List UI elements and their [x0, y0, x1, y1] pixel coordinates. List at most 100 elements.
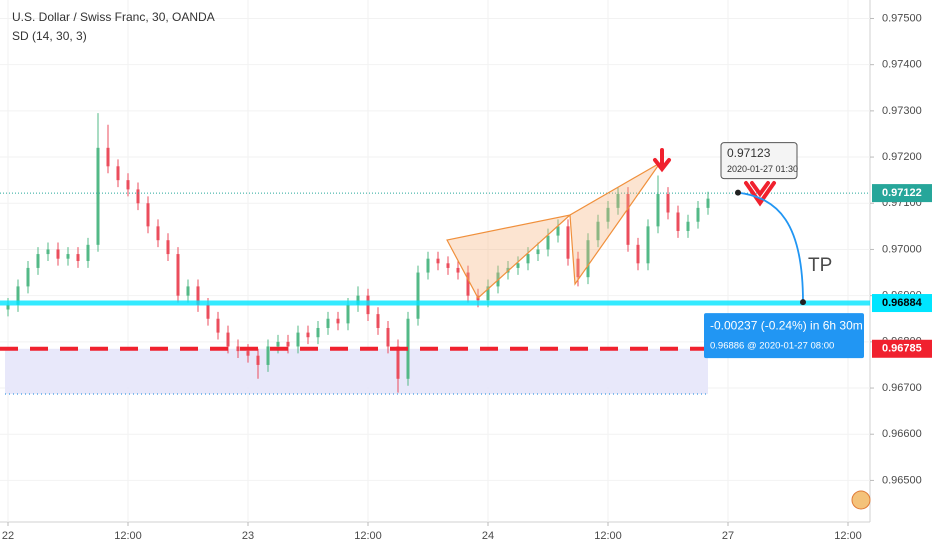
candle-body — [16, 286, 20, 305]
candle-body — [336, 318, 340, 324]
candle-body — [136, 189, 140, 204]
plot — [0, 0, 870, 522]
candle-body — [116, 166, 120, 181]
x-tick-label: 12:00 — [114, 530, 142, 542]
x-tick-label: 24 — [482, 530, 494, 542]
candle-body — [376, 314, 380, 328]
candle-body — [76, 254, 80, 261]
candle-body — [386, 327, 390, 347]
candle-body — [46, 249, 50, 255]
candle-body — [246, 351, 250, 356]
candle-body — [86, 244, 90, 261]
candle-body — [356, 295, 360, 305]
candle-body — [326, 318, 330, 328]
y-tick-label: 0.96600 — [882, 428, 922, 440]
x-tick-label: 12:00 — [834, 530, 862, 542]
candle-body — [156, 226, 160, 241]
y-tick-label: 0.96500 — [882, 474, 922, 486]
zone — [5, 348, 708, 395]
price-badge — [872, 339, 932, 358]
candle-body — [656, 194, 660, 227]
tooltip-box — [720, 142, 798, 180]
x-tick-label: 23 — [242, 530, 254, 542]
candle-body — [616, 194, 620, 208]
candle-body — [226, 332, 230, 347]
y-tick-label: 0.97000 — [882, 243, 922, 255]
candle-body — [696, 207, 700, 222]
candle-body — [56, 249, 60, 259]
candle-body — [26, 267, 30, 287]
candle-body — [126, 180, 130, 190]
candle-body — [576, 258, 580, 278]
chart-title: U.S. Dollar / Swiss Franc, 30, OANDA — [12, 10, 215, 24]
tooltip-time: 2020-01-27 01:30 — [727, 164, 798, 174]
candle-body — [296, 332, 300, 347]
x-tick-label: 12:00 — [594, 530, 622, 542]
candle-body — [256, 355, 260, 365]
candle-body — [446, 263, 450, 268]
price-badge-label: 0.97122 — [882, 187, 922, 199]
candle-body — [466, 272, 470, 296]
candle-body — [426, 258, 430, 273]
candle-body — [666, 194, 670, 213]
candle-body — [646, 226, 650, 264]
candle-body — [306, 332, 310, 338]
candle-body — [316, 327, 320, 338]
candle-body — [196, 286, 200, 305]
candle-body — [236, 346, 240, 352]
candle-body — [166, 240, 170, 255]
price-badge — [872, 184, 932, 203]
candle-body — [606, 207, 610, 222]
candle-body — [526, 254, 530, 264]
candle-body — [676, 212, 680, 231]
candle-body — [66, 254, 70, 259]
pattern-triangle — [446, 213, 573, 299]
candle-body — [6, 304, 10, 310]
candle-body — [36, 254, 40, 268]
projection-start — [735, 189, 741, 196]
candle-body — [286, 341, 290, 347]
price-badge — [872, 294, 932, 313]
candle-body — [106, 147, 110, 167]
x-tick-label: 22 — [2, 530, 14, 542]
projection-box — [704, 313, 864, 359]
tooltip-price: 0.97123 — [727, 146, 771, 160]
y-tick-label: 0.96700 — [882, 382, 922, 394]
tp-label: TP — [808, 255, 832, 276]
candle-body — [536, 249, 540, 255]
candle-body — [626, 194, 630, 245]
projection-end — [800, 299, 806, 306]
y-tick-label: 0.97300 — [882, 105, 922, 117]
sell-arrow — [653, 148, 671, 173]
candle-body — [416, 272, 420, 319]
candle-body — [706, 198, 710, 208]
candle-body — [186, 286, 190, 296]
candle-body — [636, 244, 640, 264]
candle-body — [596, 221, 600, 241]
logo — [851, 490, 871, 510]
candle-body — [686, 221, 690, 231]
candle-body — [566, 226, 570, 259]
projection-label: -0.00237 (-0.24%) in 6h 30m — [710, 318, 863, 332]
candle-body — [146, 203, 150, 227]
x-tick-label: 12:00 — [354, 530, 382, 542]
candle-body — [176, 254, 180, 296]
candle-body — [546, 235, 550, 250]
candle-body — [586, 240, 590, 278]
candle-body — [276, 341, 280, 347]
candle-body — [396, 346, 400, 379]
projection-sublabel: 0.96886 @ 2020-01-27 08:00 — [710, 341, 834, 352]
y-tick-label: 0.97400 — [882, 59, 922, 71]
pattern-triangle — [569, 162, 661, 286]
x-tick-label: 27 — [722, 530, 734, 542]
price-badge-label: 0.96785 — [882, 343, 922, 355]
candle-body — [96, 147, 100, 245]
candle-body — [266, 346, 270, 365]
candle-body — [216, 318, 220, 333]
y-tick-label: 0.97500 — [882, 12, 922, 24]
candle-body — [556, 226, 560, 236]
price-badge-label: 0.96884 — [882, 297, 923, 309]
indicator-label: SD (14, 30, 3) — [12, 29, 87, 43]
sell-marker — [744, 181, 776, 207]
